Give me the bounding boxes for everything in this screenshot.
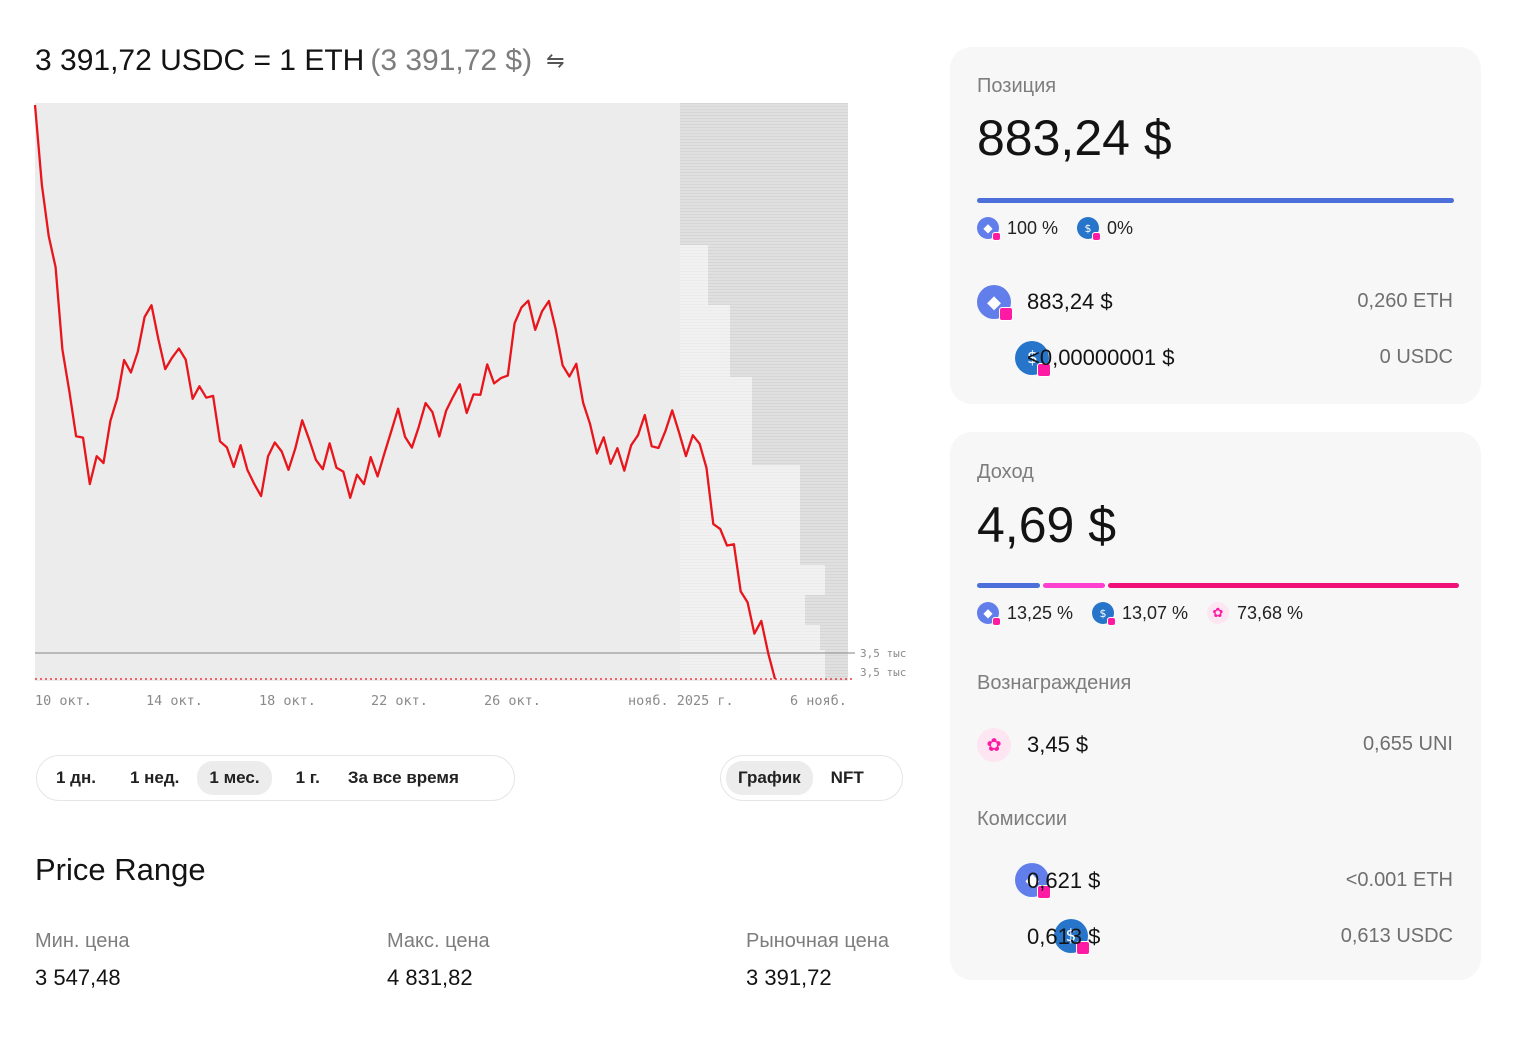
income-share-segment <box>1043 583 1106 588</box>
liquidity-bar <box>800 465 848 565</box>
liquidity-bar <box>825 650 848 680</box>
liquidity-bar <box>752 377 848 465</box>
position-total: 883,24 $ <box>977 110 1172 166</box>
income-total: 4,69 $ <box>977 497 1117 553</box>
view-chart-button[interactable]: График <box>726 761 813 795</box>
liquidity-distribution <box>680 103 848 680</box>
uni-icon: ✿ <box>977 728 1011 762</box>
income-label: Доход <box>977 461 1034 483</box>
range-1-day-button[interactable]: 1 дн. <box>56 768 96 787</box>
fees-eth-amount: <0.001 ETH <box>1345 869 1453 891</box>
usdc-icon: $ <box>1077 217 1101 241</box>
fees-label: Комиссии <box>977 808 1068 830</box>
price-header: 3 391,72 USDC = 1 ETH (3 391,72 $) ⇋ <box>35 44 565 78</box>
rewards-label: Вознаграждения <box>977 672 1132 694</box>
fees-usdc-amount: 0,613 USDC <box>1340 925 1453 947</box>
x-tick-label-3: 22 окт. <box>371 693 428 709</box>
rewards-value: 3,45 $ <box>1027 732 1089 757</box>
usdc-icon: $ <box>1092 602 1116 626</box>
position-share-eth-label: 100 % <box>1007 217 1059 238</box>
income-share-uni-label: 73,68 % <box>1237 602 1304 623</box>
price-series-line <box>33 104 777 680</box>
fees-eth-value: 0,621 $ <box>1027 868 1101 893</box>
eth-icon: ◆ <box>977 285 1013 321</box>
x-tick-label-5: нояб. 2025 г. <box>628 693 734 709</box>
range-1-week-button[interactable]: 1 нед. <box>129 768 180 787</box>
position-label: Позиция <box>977 75 1057 97</box>
position-share-usdc: $ 0% <box>1077 217 1134 241</box>
swap-direction-icon[interactable]: ⇋ <box>546 48 565 73</box>
min-price-label: Мин. цена <box>35 930 130 952</box>
fees-usdc-value: 0,613 $ <box>1027 924 1101 949</box>
rewards-amount: 0,655 UNI <box>1362 733 1453 755</box>
liquidity-bar <box>730 305 848 377</box>
income-share-eth: ◆ 13,25 % <box>977 602 1074 626</box>
market-price-label: Рыночная цена <box>746 930 889 952</box>
x-tick-label-6: 6 нояб. <box>790 693 847 709</box>
view-nft-button[interactable]: NFT <box>830 768 864 787</box>
position-usdc-value: <0,00000001 $ <box>1027 345 1175 370</box>
x-tick-label-0: 10 окт. <box>35 693 92 709</box>
range-1-year-button[interactable]: 1 г. <box>295 768 320 787</box>
position-share-eth: ◆ 100 % <box>977 217 1059 241</box>
income-share-usdc-label: 13,07 % <box>1122 602 1189 623</box>
x-tick-label-2: 18 окт. <box>259 693 316 709</box>
position-card: Позиция 883,24 $ ◆ 100 % $ 0% ◆ 883,24 $… <box>950 47 1481 404</box>
income-share-bar <box>977 583 1459 588</box>
usdc-icon: $ <box>1015 341 1052 377</box>
time-range-toggle: 1 дн. 1 нед. 1 мес. 1 г. За все время <box>36 755 515 801</box>
max-price-value: 4 831,82 <box>387 965 473 990</box>
income-share-segment <box>1108 583 1459 588</box>
position-share-bar <box>977 198 1454 203</box>
market-price-value: 3 391,72 <box>746 965 832 990</box>
range-1-month-button[interactable]: 1 мес. <box>197 761 272 795</box>
eth-icon: ◆ <box>977 217 1001 241</box>
income-share-uni: ✿ 73,68 % <box>1207 602 1303 624</box>
position-usdc-amount: 0 USDC <box>1379 346 1453 368</box>
position-eth-value: 883,24 $ <box>1027 289 1113 314</box>
position-share-usdc-label: 0% <box>1107 217 1134 238</box>
range-all-time-button[interactable]: За все время <box>347 768 459 787</box>
y-tick-label-1: 3,5 тыс <box>860 666 906 679</box>
liquidity-bar <box>820 625 848 650</box>
eth-icon: ◆ <box>977 602 1001 626</box>
liquidity-bar <box>805 595 848 625</box>
position-eth-amount: 0,260 ETH <box>1357 290 1453 312</box>
max-price-label: Макс. цена <box>387 930 490 952</box>
income-share-eth-label: 13,25 % <box>1007 602 1074 623</box>
min-price-value: 3 547,48 <box>35 965 121 990</box>
income-share-usdc: $ 13,07 % <box>1092 602 1189 626</box>
price-chart[interactable]: 3,5 тыс 3,5 тыс 10 окт. 14 окт. 18 окт. … <box>30 95 910 720</box>
rate-text: 3 391,72 USDC = 1 ETH <box>35 44 365 77</box>
rate-usd-text: (3 391,72 $) <box>370 44 533 77</box>
x-tick-label-4: 26 окт. <box>484 693 541 709</box>
price-range-title: Price Range <box>35 852 206 887</box>
y-tick-label-0: 3,5 тыс <box>860 647 906 660</box>
liquidity-bar <box>825 565 848 595</box>
income-card: Доход 4,69 $ ◆ 13,25 % $ 13,07 % ✿ 73,68… <box>950 432 1481 980</box>
usdc-icon: $ <box>1053 919 1090 955</box>
liquidity-bar <box>708 245 848 305</box>
uni-icon: ✿ <box>1207 602 1229 624</box>
income-share-segment <box>977 583 1041 588</box>
view-toggle: График NFT <box>720 755 903 801</box>
x-tick-label-1: 14 окт. <box>146 693 203 709</box>
eth-icon: ◆ <box>1015 863 1052 899</box>
